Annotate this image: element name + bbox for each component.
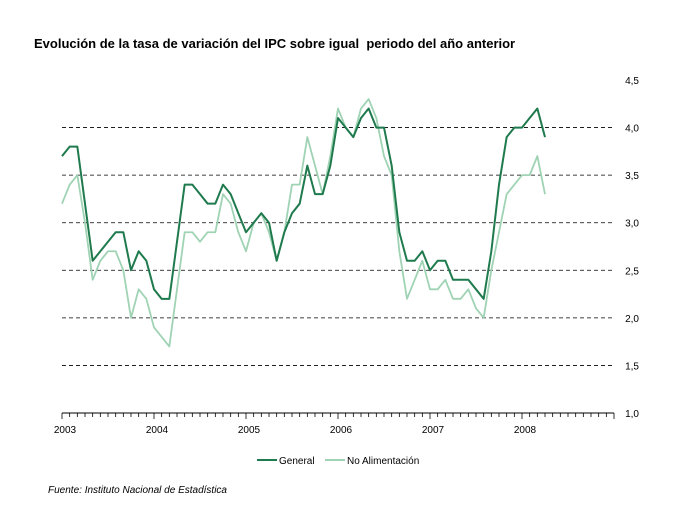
series-group — [61, 98, 546, 348]
y-tick-label: 3,0 — [625, 219, 639, 230]
y-tick-label: 1,0 — [625, 409, 639, 420]
x-tick-labels: 2003 2004 2005 2006 2007 2008 — [54, 425, 537, 436]
series-line-no-alimentacion — [61, 98, 546, 348]
x-tick-label: 2005 — [238, 425, 261, 436]
x-tick-label: 2003 — [54, 425, 77, 436]
y-tick-label: 4,5 — [625, 76, 639, 87]
x-tick-label: 2004 — [146, 425, 169, 436]
source-note: Fuente: Instituto Nacional de Estadístic… — [48, 485, 227, 496]
grid-lines — [62, 127, 614, 366]
legend: General No Alimentación — [257, 456, 419, 467]
chart-title: Evolución de la tasa de variación del IP… — [34, 36, 516, 51]
axes — [61, 412, 615, 419]
y-tick-label: 2,5 — [625, 266, 639, 277]
x-tick-label: 2006 — [330, 425, 353, 436]
legend-label: General — [279, 456, 315, 467]
legend-label: No Alimentación — [347, 456, 419, 467]
x-tick-label: 2008 — [514, 425, 537, 436]
y-tick-labels: 1,0 1,5 2,0 2,5 3,0 3,5 4,0 4,5 — [625, 76, 639, 420]
series-line-general — [61, 107, 546, 300]
y-tick-label: 2,0 — [625, 314, 639, 325]
x-tick-label: 2007 — [422, 425, 445, 436]
y-tick-label: 1,5 — [625, 361, 639, 372]
y-tick-label: 4,0 — [625, 124, 639, 135]
y-tick-label: 3,5 — [625, 171, 639, 182]
